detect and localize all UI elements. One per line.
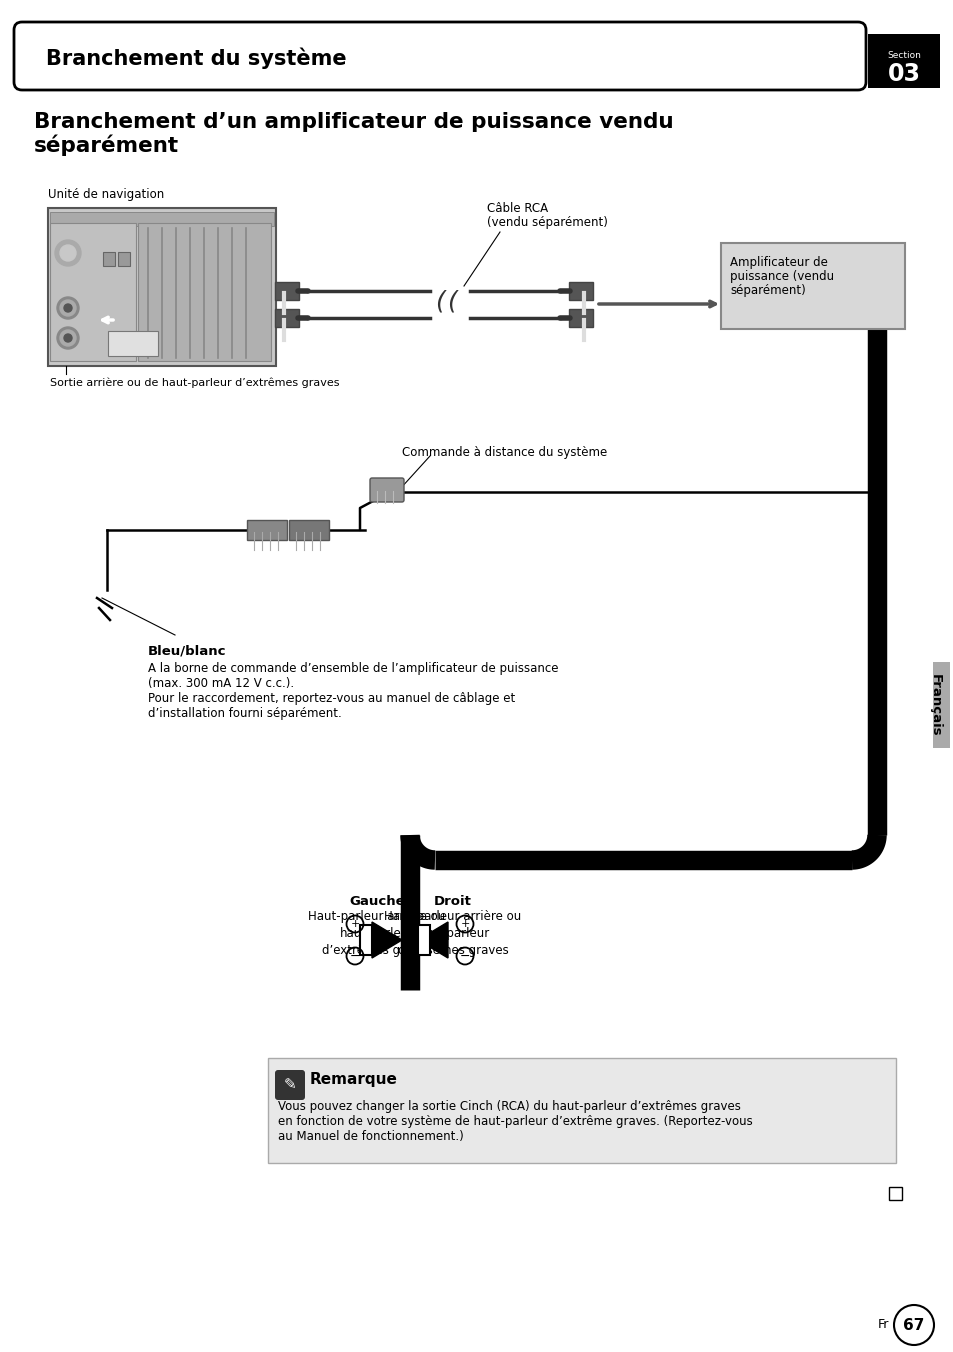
FancyBboxPatch shape bbox=[274, 283, 298, 300]
FancyBboxPatch shape bbox=[48, 208, 275, 366]
Text: Amplificateur de: Amplificateur de bbox=[729, 256, 827, 269]
FancyBboxPatch shape bbox=[932, 662, 949, 748]
Text: Vous pouvez changer la sortie Cinch (RCA) du haut-parleur d’extrêmes graves: Vous pouvez changer la sortie Cinch (RCA… bbox=[277, 1101, 740, 1113]
Text: +: + bbox=[460, 919, 469, 929]
Circle shape bbox=[60, 330, 76, 346]
Text: Unité de navigation: Unité de navigation bbox=[48, 188, 164, 201]
Text: Section: Section bbox=[886, 51, 920, 61]
Text: +: + bbox=[350, 919, 359, 929]
Circle shape bbox=[55, 241, 81, 266]
Text: Câble RCA: Câble RCA bbox=[486, 201, 548, 215]
Circle shape bbox=[64, 334, 71, 342]
FancyBboxPatch shape bbox=[138, 223, 271, 361]
Text: ✎: ✎ bbox=[283, 1078, 296, 1092]
FancyBboxPatch shape bbox=[274, 1069, 305, 1101]
FancyBboxPatch shape bbox=[108, 331, 158, 356]
FancyBboxPatch shape bbox=[247, 521, 287, 539]
FancyBboxPatch shape bbox=[118, 251, 130, 266]
FancyBboxPatch shape bbox=[568, 283, 593, 300]
Polygon shape bbox=[372, 922, 401, 959]
Text: Haut-parleur arrière ou
haut-parleur
d’extrêmes graves: Haut-parleur arrière ou haut-parleur d’e… bbox=[308, 910, 445, 957]
Text: Branchement du système: Branchement du système bbox=[46, 47, 346, 69]
Text: séparément: séparément bbox=[34, 135, 179, 157]
Text: A la borne de commande d’ensemble de l’amplificateur de puissance: A la borne de commande d’ensemble de l’a… bbox=[148, 662, 558, 675]
FancyBboxPatch shape bbox=[888, 1187, 901, 1201]
Circle shape bbox=[57, 327, 79, 349]
FancyBboxPatch shape bbox=[103, 251, 115, 266]
Circle shape bbox=[64, 304, 71, 312]
Text: d’installation fourni séparément.: d’installation fourni séparément. bbox=[148, 707, 341, 721]
FancyBboxPatch shape bbox=[720, 243, 904, 329]
Text: (vendu séparément): (vendu séparément) bbox=[486, 216, 607, 228]
Text: −: − bbox=[459, 949, 470, 963]
FancyBboxPatch shape bbox=[50, 212, 274, 226]
Text: Français: Français bbox=[928, 673, 941, 737]
FancyBboxPatch shape bbox=[359, 925, 372, 956]
Circle shape bbox=[57, 297, 79, 319]
Text: Droit: Droit bbox=[434, 895, 472, 909]
Polygon shape bbox=[417, 922, 448, 959]
FancyBboxPatch shape bbox=[568, 310, 593, 327]
Text: −: − bbox=[350, 949, 360, 963]
Text: Commande à distance du système: Commande à distance du système bbox=[401, 446, 607, 458]
Text: Branchement d’un amplificateur de puissance vendu: Branchement d’un amplificateur de puissa… bbox=[34, 112, 673, 132]
FancyBboxPatch shape bbox=[417, 925, 430, 956]
Text: Pour le raccordement, reportez-vous au manuel de câblage et: Pour le raccordement, reportez-vous au m… bbox=[148, 692, 515, 704]
Text: Remarque: Remarque bbox=[310, 1072, 397, 1087]
Text: Bleu/blanc: Bleu/blanc bbox=[148, 644, 226, 657]
FancyBboxPatch shape bbox=[274, 310, 298, 327]
FancyBboxPatch shape bbox=[370, 479, 403, 502]
Text: 67: 67 bbox=[902, 1317, 923, 1333]
Text: Sortie arrière ou de haut-parleur d’extrêmes graves: Sortie arrière ou de haut-parleur d’extr… bbox=[50, 379, 339, 388]
FancyBboxPatch shape bbox=[867, 34, 939, 88]
Text: puissance (vendu: puissance (vendu bbox=[729, 270, 833, 283]
Text: (: ( bbox=[447, 289, 456, 314]
FancyBboxPatch shape bbox=[268, 1059, 895, 1163]
FancyBboxPatch shape bbox=[50, 223, 136, 361]
Circle shape bbox=[60, 245, 76, 261]
FancyBboxPatch shape bbox=[14, 22, 865, 91]
Text: en fonction de votre système de haut-parleur d’extrême graves. (Reportez-vous: en fonction de votre système de haut-par… bbox=[277, 1115, 752, 1128]
Text: (max. 300 mA 12 V c.c.).: (max. 300 mA 12 V c.c.). bbox=[148, 677, 294, 690]
Text: Fr: Fr bbox=[877, 1318, 888, 1332]
Text: séparément): séparément) bbox=[729, 284, 805, 297]
Text: Gauche: Gauche bbox=[349, 895, 404, 909]
Text: au Manuel de fonctionnement.): au Manuel de fonctionnement.) bbox=[277, 1130, 463, 1142]
Text: Haut-parleur arrière ou
haut-parleur
d’extrêmes graves: Haut-parleur arrière ou haut-parleur d’e… bbox=[384, 910, 521, 957]
Text: (: ( bbox=[435, 289, 444, 314]
FancyBboxPatch shape bbox=[289, 521, 329, 539]
Circle shape bbox=[60, 300, 76, 316]
Text: 03: 03 bbox=[886, 62, 920, 87]
